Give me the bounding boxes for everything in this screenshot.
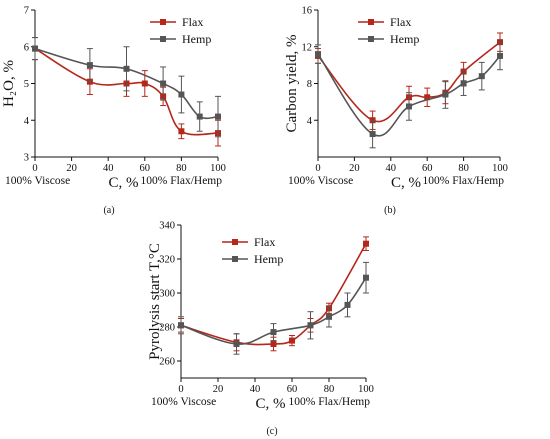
data-point (160, 80, 167, 87)
data-point (178, 128, 185, 135)
data-point (270, 329, 277, 336)
data-point (363, 240, 369, 247)
x-tick-label: 20 (66, 163, 77, 174)
data-point (442, 91, 449, 98)
panel-label: (a) (103, 205, 114, 216)
data-point (478, 73, 485, 80)
data-point (369, 131, 376, 138)
legend-label: Flax (254, 235, 275, 249)
legend-label: Hemp (182, 32, 211, 46)
y-axis-label: Pyrolysis start T,°C (147, 243, 163, 360)
x-note-right: 100% Flax/Hemp (141, 175, 223, 187)
x-tick-label: 80 (176, 163, 187, 174)
data-point (215, 113, 221, 120)
data-point (233, 341, 240, 347)
panel-label: (b) (384, 205, 396, 216)
x-tick-label: 100 (492, 163, 508, 174)
y-tick-label: 4 (24, 116, 30, 127)
y-axis-label: Carbon yield, % (284, 35, 300, 133)
x-tick-label: 40 (250, 384, 261, 395)
data-point (178, 91, 185, 98)
series-hemp: Hemp (32, 32, 221, 138)
legend-label: Flax (390, 15, 411, 29)
legend-label: Flax (182, 15, 203, 29)
y-tick-label: 3 (24, 153, 29, 164)
y-tick-label: 260 (159, 357, 175, 368)
data-point (196, 113, 203, 120)
y-tick-label: 6 (24, 42, 29, 53)
x-tick-label: 0 (315, 163, 320, 174)
y-tick-label: 280 (159, 323, 175, 334)
data-point (289, 337, 295, 344)
y-tick-label: 4 (307, 116, 313, 127)
y-tick-label: 8 (307, 79, 312, 90)
legend-label: Hemp (390, 32, 419, 46)
data-point (32, 45, 38, 52)
x-tick-label: 100 (358, 384, 374, 395)
chart-panel-a: 0 20 40 60 80 100 3 4 5 6 7 100% Viscose 100% Flax/H… (1, 6, 226, 217)
y-tick-label: 12 (302, 42, 313, 53)
y-tick-label: 300 (159, 289, 175, 300)
series-hemp: Hemp (315, 32, 503, 149)
data-point (123, 65, 130, 72)
legend-marker (232, 256, 238, 262)
x-note-left: 100% Viscose (151, 396, 216, 408)
chart-panel-c: 0 20 40 60 80 100 260 280 300 320 340 100% Viscose 1… (147, 221, 374, 438)
x-tick-label: 60 (140, 163, 151, 174)
x-note-right: 100% Flax/Hemp (423, 175, 505, 187)
legend-marker (368, 19, 374, 25)
x-tick-label: 20 (213, 384, 224, 395)
x-tick-label: 100 (210, 163, 226, 174)
legend-marker (368, 36, 374, 42)
data-point (315, 51, 321, 58)
x-tick-label: 20 (349, 163, 360, 174)
x-tick-label: 40 (386, 163, 397, 174)
data-point (460, 80, 467, 87)
y-tick-label: 7 (24, 6, 29, 17)
x-tick-label: 0 (178, 384, 183, 395)
x-tick-label: 40 (103, 163, 114, 174)
legend-marker (232, 239, 238, 245)
x-tick-label: 60 (422, 163, 433, 174)
data-point (406, 103, 412, 110)
chart-panel-b: 0 20 40 60 80 100 4 8 12 16 100% Viscose 100% Flax/… (284, 6, 508, 217)
data-point (424, 94, 431, 101)
x-note-left: 100% Viscose (288, 175, 353, 187)
data-point (178, 322, 184, 329)
legend-label: Hemp (254, 252, 283, 266)
data-point (270, 341, 277, 347)
data-point (344, 301, 351, 308)
x-axis-label: C, % (109, 175, 139, 191)
y-axis-label: H₂O, % (1, 60, 17, 107)
data-point (363, 274, 369, 281)
x-tick-label: 60 (287, 384, 298, 395)
data-point (86, 62, 93, 69)
x-note-left: 100% Viscose (5, 175, 70, 187)
panel-label: (c) (266, 426, 277, 437)
data-point (326, 313, 332, 320)
x-axis-label: C, % (256, 396, 286, 412)
data-point (307, 322, 314, 329)
x-tick-label: 0 (32, 163, 37, 174)
series-hemp: Hemp (178, 252, 369, 355)
x-tick-label: 80 (458, 163, 469, 174)
y-tick-label: 16 (302, 6, 313, 17)
x-tick-label: 80 (324, 384, 335, 395)
legend-marker (160, 36, 166, 42)
y-tick-label: 320 (159, 255, 175, 266)
data-point (497, 52, 503, 59)
y-tick-label: 5 (24, 79, 29, 90)
data-point (141, 80, 148, 87)
x-note-right: 100% Flax/Hemp (289, 396, 371, 408)
x-axis-label: C, % (391, 175, 421, 191)
y-tick-label: 340 (159, 221, 175, 232)
legend-marker (160, 19, 166, 25)
